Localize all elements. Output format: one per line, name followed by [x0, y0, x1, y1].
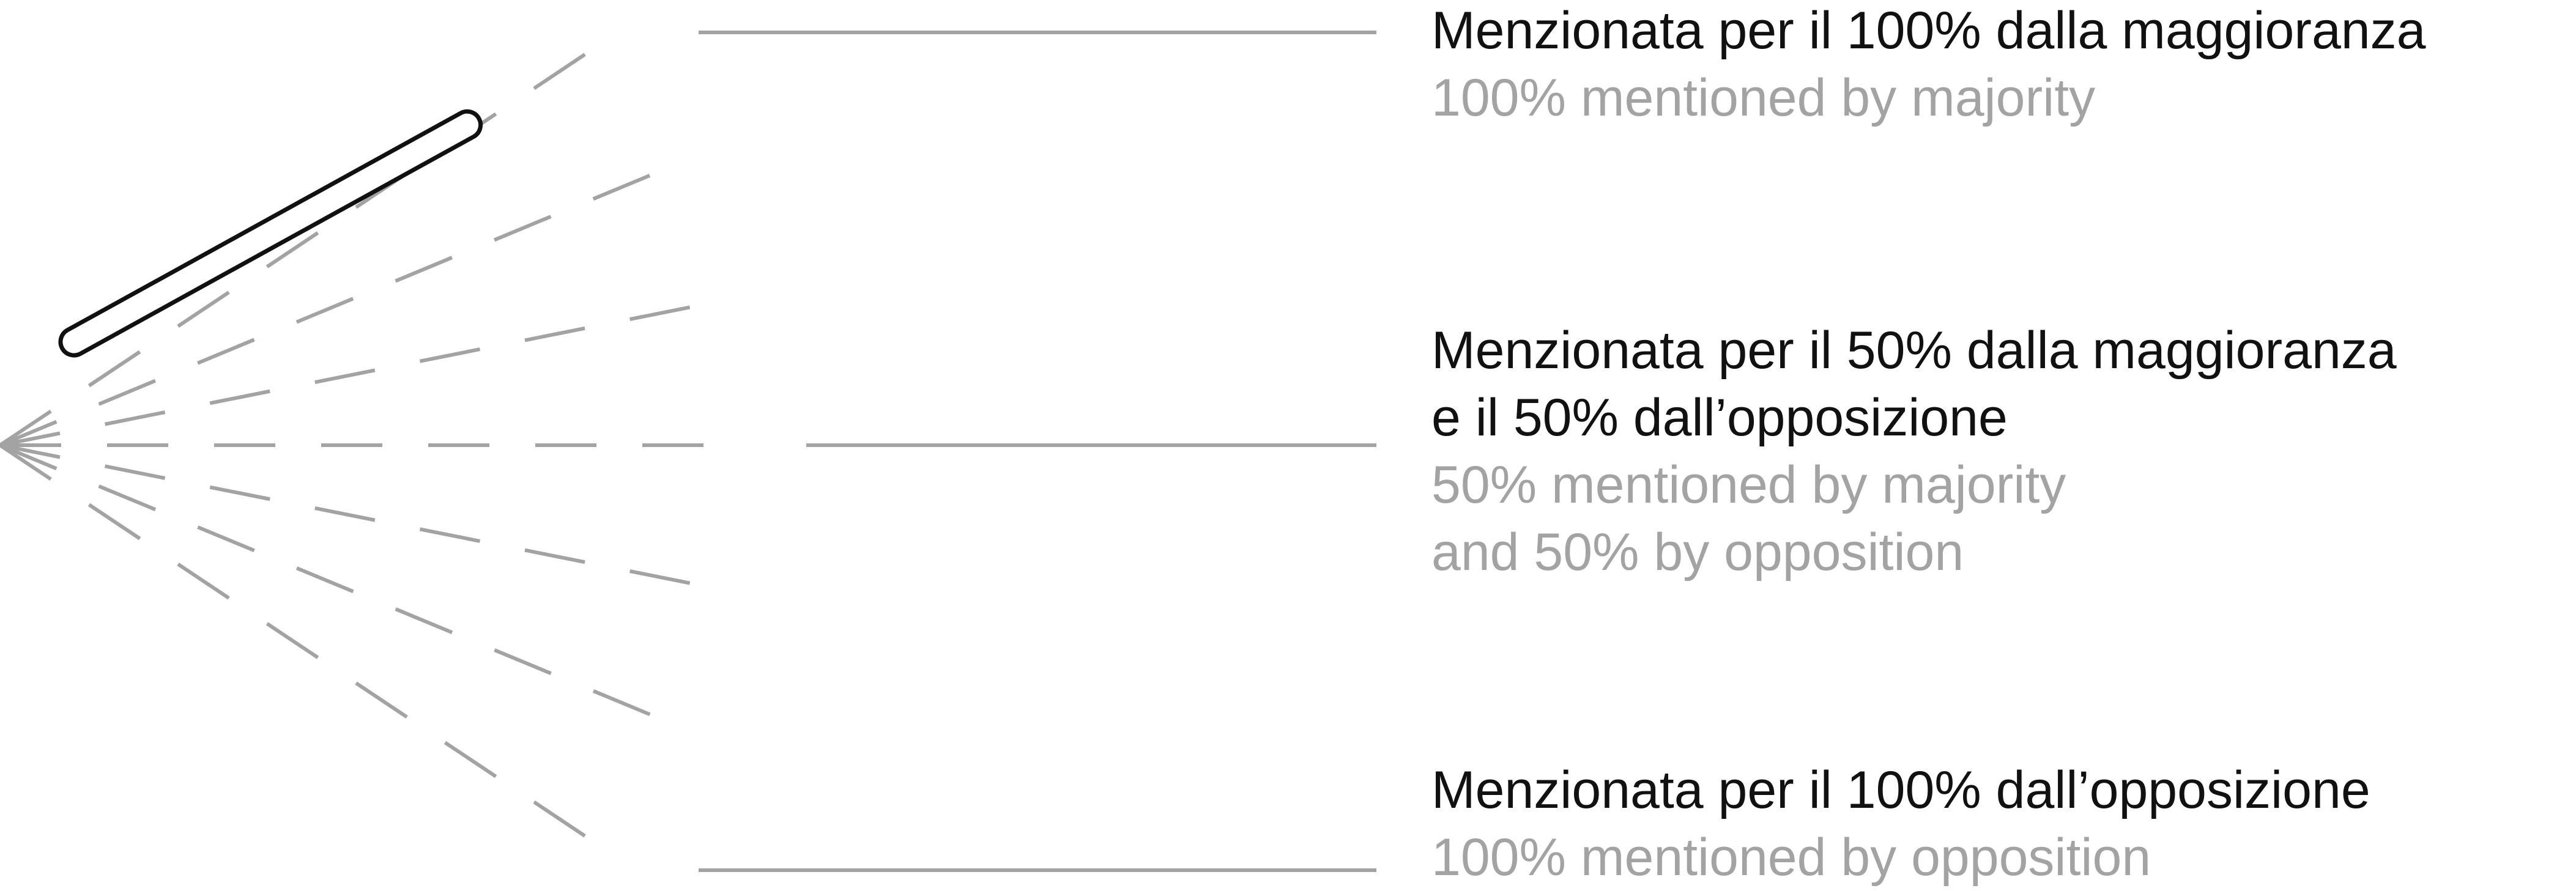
dashed-ray-6	[0, 443, 683, 730]
solid-guide-lines	[699, 31, 1376, 872]
label-middle-italian-line2: e il 50% dall’opposizione	[1431, 388, 2008, 447]
label-bottom-english: 100% mentioned by opposition	[1431, 828, 2151, 887]
label-majority-100: Menzionata per il 100% dalla maggioranza…	[1431, 0, 2426, 131]
label-top-italian: Menzionata per il 100% dalla maggioranza	[1431, 1, 2426, 60]
majority-indicator-bar	[58, 109, 483, 358]
label-middle-english-line1: 50% mentioned by majority	[1431, 456, 2066, 514]
label-middle-english-line2: and 50% by opposition	[1431, 523, 1964, 582]
dashed-ray-7	[0, 443, 619, 860]
dashed-ray-3	[0, 300, 719, 447]
label-top-english: 100% mentioned by majority	[1431, 68, 2096, 127]
label-bottom-italian: Menzionata per il 100% dall’opposizione	[1431, 761, 2370, 819]
dashed-ray-1	[0, 31, 619, 447]
dashed-ray-fan	[0, 31, 731, 860]
label-opposition-100: Menzionata per il 100% dall’opposizione …	[1431, 756, 2370, 891]
label-middle-italian-line1: Menzionata per il 50% dalla maggioranza	[1431, 321, 2397, 380]
dashed-ray-5	[0, 443, 719, 591]
dashed-ray-2	[0, 160, 683, 447]
label-split-50-50: Menzionata per il 50% dalla maggioranza …	[1431, 317, 2397, 586]
